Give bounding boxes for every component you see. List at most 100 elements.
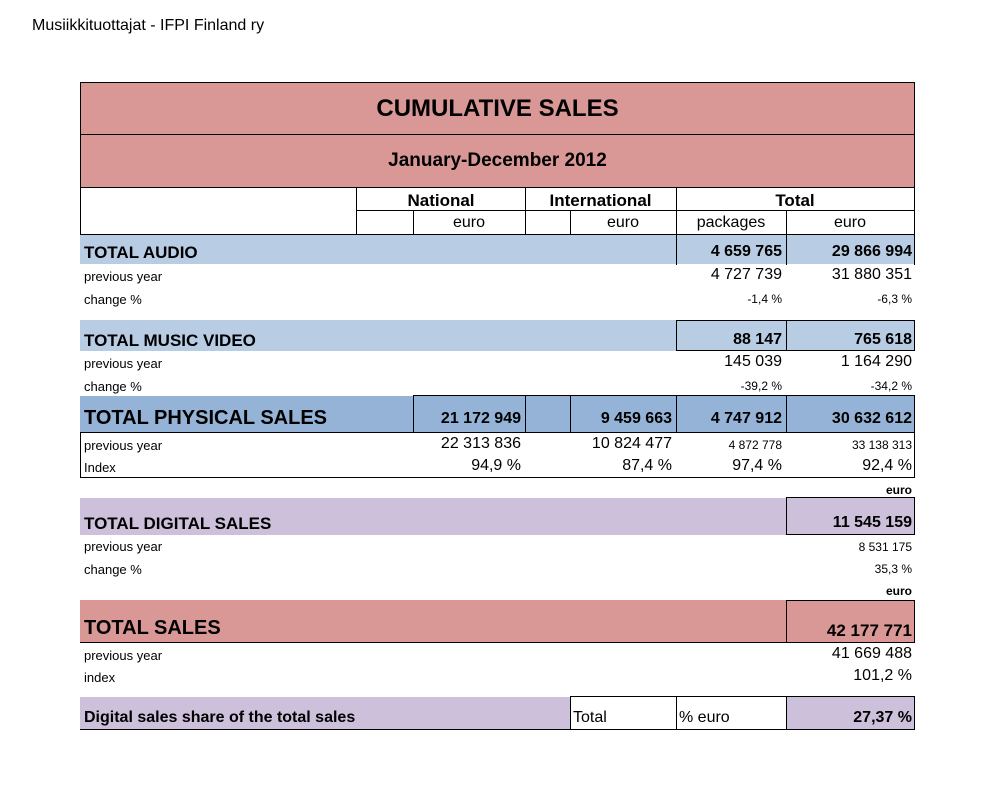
rule: [80, 187, 915, 188]
audio-prev-label: previous year: [84, 269, 163, 284]
video-band: [80, 320, 915, 351]
rule: [786, 534, 915, 535]
physical-prev-packages: 4 872 778: [728, 438, 782, 452]
audio-band: [80, 235, 915, 264]
digital-unit: euro: [885, 483, 912, 497]
digital-change-label: change %: [84, 562, 142, 577]
rule: [80, 187, 81, 235]
audio-label: TOTAL AUDIO: [84, 243, 198, 262]
physical-index-label: Index: [84, 460, 116, 475]
report-period: January-December 2012: [388, 150, 607, 171]
rule: [914, 235, 915, 265]
digital-label: TOTAL DIGITAL SALES: [84, 514, 272, 533]
digital-euro: 11 545 159: [832, 514, 912, 531]
video-prev-packages: 145 039: [724, 353, 782, 370]
physical-band: [80, 396, 915, 433]
column-international: International: [549, 191, 652, 210]
audio-change-packages: -1,4 %: [747, 292, 782, 306]
rule: [914, 395, 915, 433]
rule: [914, 187, 915, 235]
rule: [676, 350, 915, 351]
digital-share-band: [80, 697, 570, 730]
digital-share-value-band: [786, 697, 915, 730]
physical-index-packages: 97,4 %: [732, 457, 782, 474]
video-prev-label: previous year: [84, 356, 163, 371]
total-sales-prev-label: previous year: [84, 648, 163, 663]
rule: [786, 235, 787, 265]
rule: [914, 432, 915, 478]
rule: [80, 234, 915, 235]
digital-prev-euro: 8 531 175: [858, 540, 912, 554]
physical-euro: 30 632 612: [831, 410, 912, 427]
title-band: CUMULATIVE SALES: [80, 82, 915, 136]
physical-prev-label: previous year: [84, 438, 163, 453]
rule: [80, 432, 81, 478]
video-change-label: change %: [84, 379, 142, 394]
rule: [786, 395, 787, 433]
audio-prev-packages: 4 727 739: [710, 266, 782, 283]
rule: [525, 187, 526, 235]
rule: [676, 320, 677, 351]
rule: [914, 497, 915, 535]
rule: [676, 395, 677, 433]
subcolumn-packages: packages: [696, 214, 766, 231]
rule: [676, 696, 677, 730]
rule: [786, 210, 787, 235]
rule: [676, 235, 677, 265]
rule: [413, 210, 414, 235]
rule: [786, 696, 787, 730]
physical-international: 9 459 663: [600, 410, 672, 427]
rule: [570, 696, 571, 730]
video-prev-euro: 1 164 290: [840, 353, 912, 370]
rule: [914, 696, 915, 730]
rule: [80, 477, 915, 478]
cumulative-sales-table: CUMULATIVE SALES January-December 2012 N…: [80, 82, 915, 730]
digital-share-value: 27,37 %: [853, 709, 912, 726]
digital-share-unit-label: % euro: [679, 709, 730, 726]
organization-name: Musiikkituottajat - IFPI Finland ry: [32, 17, 265, 34]
total-sales-index-euro: 101,2 %: [853, 667, 912, 684]
digital-change-euro: 35,3 %: [874, 562, 912, 576]
rule: [413, 395, 414, 433]
video-change-euro: -34,2 %: [870, 379, 912, 393]
audio-euro: 29 866 994: [831, 243, 912, 260]
audio-change-euro: -6,3 %: [877, 292, 912, 306]
audio-change-label: change %: [84, 292, 142, 307]
rule: [356, 187, 357, 235]
rule: [570, 395, 571, 433]
rule: [676, 187, 677, 235]
physical-prev-international: 10 824 477: [591, 435, 672, 452]
physical-index-national: 94,9 %: [471, 457, 521, 474]
video-change-packages: -39,2 %: [740, 379, 782, 393]
video-label: TOTAL MUSIC VIDEO: [84, 331, 256, 350]
rule: [786, 600, 787, 643]
rule: [914, 600, 915, 643]
column-total: Total: [775, 191, 815, 210]
digital-share-label: Digital sales share of the total sales: [84, 709, 356, 726]
rule: [80, 729, 915, 730]
report-title: CUMULATIVE SALES: [376, 95, 619, 122]
total-sales-unit: euro: [885, 584, 912, 598]
physical-label: TOTAL PHYSICAL SALES: [84, 407, 327, 429]
rule: [786, 600, 915, 601]
rule: [786, 320, 787, 351]
physical-packages: 4 747 912: [710, 410, 782, 427]
total-sales-index-label: index: [84, 670, 116, 685]
rule: [786, 497, 787, 535]
digital-prev-label: previous year: [84, 539, 163, 554]
column-national: National: [407, 191, 475, 210]
total-sales-prev-euro: 41 669 488: [831, 645, 912, 662]
physical-index-international: 87,4 %: [622, 457, 672, 474]
rule: [570, 696, 915, 697]
rule: [413, 395, 915, 396]
rule: [786, 497, 915, 498]
rule: [570, 210, 571, 235]
rule: [914, 320, 915, 351]
physical-national: 21 172 949: [440, 410, 521, 427]
physical-prev-national: 22 313 836: [440, 435, 521, 452]
period-band: January-December 2012: [80, 134, 915, 188]
digital-share-total-label: Total: [573, 709, 607, 726]
rule: [676, 320, 915, 321]
total-sales-euro: 42 177 771: [826, 621, 912, 640]
rule: [525, 395, 526, 433]
